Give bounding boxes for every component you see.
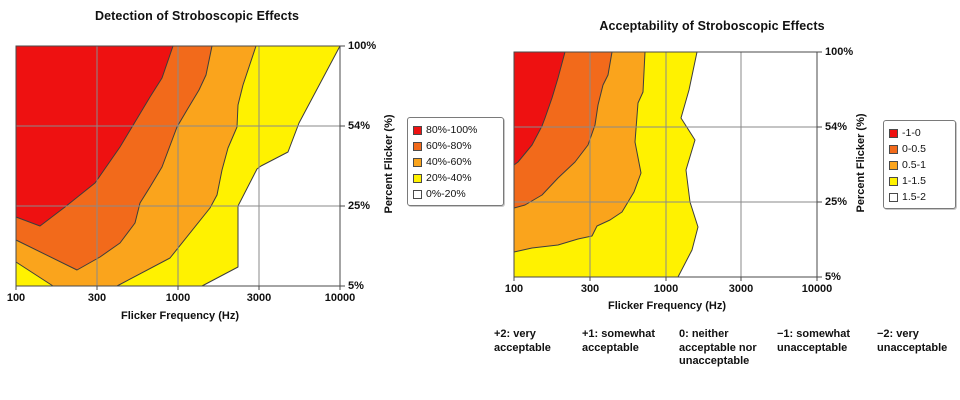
- legend-swatch-dark_orange: [889, 144, 898, 154]
- x-tick-label: 100: [6, 292, 26, 304]
- y-tick-label: 100%: [825, 46, 854, 58]
- acceptability-note: +2: very acceptable: [494, 328, 551, 354]
- x-tick-label: 10000: [324, 292, 356, 304]
- legend-label: 20%-40%: [426, 172, 472, 184]
- contour-band-red: [15, 45, 174, 227]
- acceptability-note: −1: somewhat unacceptable: [777, 328, 851, 354]
- y-tick-label: 54%: [825, 121, 848, 133]
- legend-label: 1.5-2: [902, 191, 926, 203]
- y-tick-label: 100%: [348, 40, 377, 52]
- x-tick-label: 100: [504, 283, 524, 295]
- y-tick-label: 5%: [348, 280, 364, 292]
- legend-item: -1-0: [889, 125, 949, 141]
- x-tick-label: 3000: [728, 283, 754, 295]
- acceptability-chart-title: Acceptability of Stroboscopic Effects: [599, 19, 825, 33]
- y-tick-label: 25%: [348, 200, 371, 212]
- legend-item: 60%-80%: [413, 138, 497, 154]
- legend-swatch-dark_orange: [413, 141, 422, 151]
- acceptability-x-axis-title: Flicker Frequency (Hz): [608, 300, 726, 312]
- legend-swatch-orange: [889, 160, 898, 170]
- legend-item: 0%-20%: [413, 186, 497, 202]
- legend-swatch-red: [889, 128, 898, 138]
- legend-label: 0-0.5: [902, 143, 926, 155]
- x-tick-label: 10000: [801, 283, 833, 295]
- acceptability-note: +1: somewhat acceptable: [582, 328, 656, 354]
- legend-swatch-yellow: [889, 176, 898, 186]
- acceptability-y-axis-title: Percent Flicker (%): [855, 113, 867, 213]
- detection-chart-title: Detection of Stroboscopic Effects: [94, 9, 300, 23]
- contour-band-red: [513, 51, 566, 166]
- legend-item: 0-0.5: [889, 141, 949, 157]
- legend-item: 80%-100%: [413, 122, 497, 138]
- plot-acceptability: [513, 51, 822, 281]
- legend-item: 1-1.5: [889, 173, 949, 189]
- x-tick-label: 1000: [653, 283, 679, 295]
- legend-label: 80%-100%: [426, 124, 478, 136]
- y-tick-label: 25%: [825, 196, 848, 208]
- x-tick-label: 1000: [165, 292, 191, 304]
- x-tick-label: 300: [580, 283, 600, 295]
- legend-label: -1-0: [902, 127, 921, 139]
- legend-label: 0%-20%: [426, 188, 466, 200]
- legend-swatch-white: [413, 189, 422, 199]
- legend-swatch-orange: [413, 157, 422, 167]
- acceptability-note: −2: very unacceptable: [877, 328, 948, 354]
- y-tick-label: 54%: [348, 120, 371, 132]
- detection-x-axis-title: Flicker Frequency (Hz): [121, 310, 239, 322]
- legend-swatch-red: [413, 125, 422, 135]
- legend-label: 1-1.5: [902, 175, 926, 187]
- legend-swatch-white: [889, 192, 898, 202]
- y-tick-label: 5%: [825, 271, 841, 283]
- legend-item: 20%-40%: [413, 170, 497, 186]
- legend-swatch-yellow: [413, 173, 422, 183]
- plot-detection: [15, 45, 345, 290]
- x-tick-label: 3000: [246, 292, 272, 304]
- legend-label: 60%-80%: [426, 140, 472, 152]
- legend-label: 40%-60%: [426, 156, 472, 168]
- x-tick-label: 300: [87, 292, 107, 304]
- acceptability-note: 0: neither acceptable nor unacceptable: [679, 328, 757, 367]
- legend-label: 0.5-1: [902, 159, 926, 171]
- detection-legend: 80%-100% 60%-80% 40%-60% 20%-40% 0%-20%: [407, 117, 504, 206]
- acceptability-legend: -1-0 0-0.5 0.5-1 1-1.5 1.5-2: [883, 120, 956, 209]
- detection-y-axis-title: Percent Flicker (%): [383, 114, 395, 214]
- legend-item: 40%-60%: [413, 154, 497, 170]
- legend-item: 0.5-1: [889, 157, 949, 173]
- legend-item: 1.5-2: [889, 189, 949, 205]
